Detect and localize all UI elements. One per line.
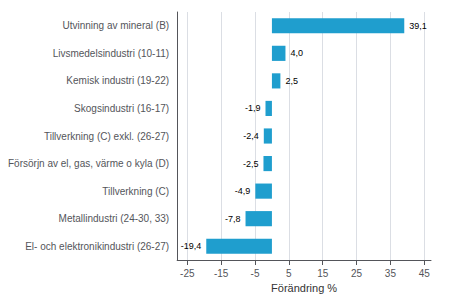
svg-text:-19,4: -19,4 — [181, 241, 202, 251]
svg-text:-25: -25 — [180, 268, 195, 279]
svg-text:2,5: 2,5 — [285, 76, 298, 86]
svg-text:-5: -5 — [251, 268, 260, 279]
svg-text:El- och elektronikindustri (26: El- och elektronikindustri (26-27) — [25, 241, 169, 252]
svg-text:-1,9: -1,9 — [245, 103, 261, 113]
svg-text:-2,5: -2,5 — [243, 159, 259, 169]
svg-text:-15: -15 — [214, 268, 229, 279]
svg-text:Metallindustri (24-30, 33): Metallindustri (24-30, 33) — [59, 213, 170, 224]
svg-text:45: 45 — [419, 268, 431, 279]
svg-text:-7,8: -7,8 — [225, 214, 241, 224]
svg-text:Livsmedelsindustri (10-11): Livsmedelsindustri (10-11) — [53, 48, 170, 59]
svg-text:39,1: 39,1 — [409, 21, 427, 31]
svg-text:Tillverkning (C) exkl. (26-27): Tillverkning (C) exkl. (26-27) — [44, 131, 169, 142]
svg-text:Utvinning av mineral (B): Utvinning av mineral (B) — [62, 20, 169, 31]
svg-text:15: 15 — [317, 268, 329, 279]
svg-text:Förändring %: Förändring % — [271, 282, 337, 294]
svg-text:Skogsindustri (16-17): Skogsindustri (16-17) — [74, 103, 169, 114]
svg-text:25: 25 — [351, 268, 363, 279]
svg-text:Försörjn av el, gas, värme o k: Försörjn av el, gas, värme o kyla (D) — [8, 158, 169, 169]
svg-text:5: 5 — [286, 268, 292, 279]
svg-text:Tillverkning (C): Tillverkning (C) — [102, 186, 169, 197]
svg-text:35: 35 — [385, 268, 397, 279]
svg-text:-2,4: -2,4 — [243, 131, 259, 141]
svg-text:Kemisk industri (19-22): Kemisk industri (19-22) — [66, 75, 169, 86]
svg-text:4,0: 4,0 — [290, 48, 303, 58]
svg-text:-4,9: -4,9 — [235, 186, 251, 196]
